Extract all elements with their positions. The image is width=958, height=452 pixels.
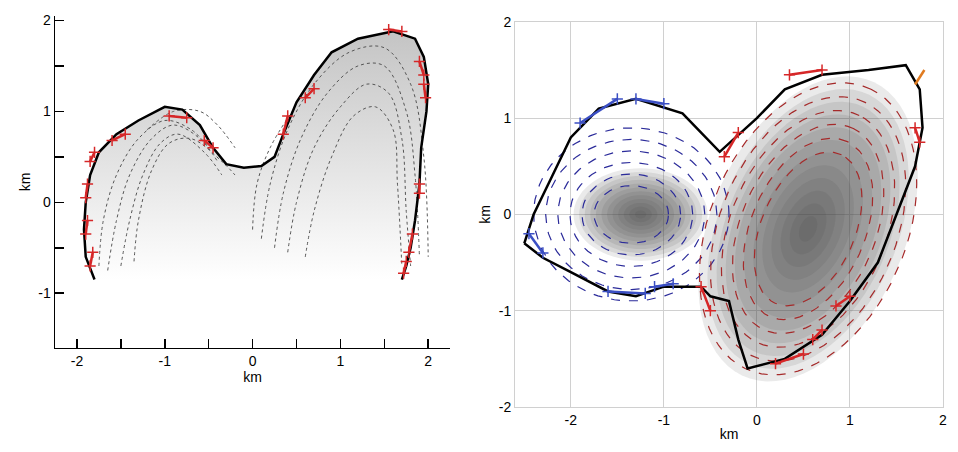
svg-text:km: km — [17, 173, 33, 192]
svg-text:-2: -2 — [565, 412, 578, 428]
svg-text:1: 1 — [503, 110, 511, 126]
svg-text:-1: -1 — [38, 285, 51, 301]
svg-text:km: km — [477, 205, 493, 224]
svg-text:-2: -2 — [499, 399, 512, 415]
svg-text:1: 1 — [846, 412, 854, 428]
svg-text:0: 0 — [249, 353, 257, 369]
svg-text:-2: -2 — [71, 353, 84, 369]
svg-text:-1: -1 — [658, 412, 671, 428]
svg-text:2: 2 — [503, 14, 511, 30]
svg-text:2: 2 — [939, 412, 947, 428]
svg-text:-1: -1 — [159, 353, 172, 369]
svg-text:-1: -1 — [499, 303, 512, 319]
svg-text:0: 0 — [753, 412, 761, 428]
svg-text:km: km — [243, 369, 262, 385]
svg-text:1: 1 — [43, 103, 51, 119]
svg-text:1: 1 — [336, 353, 344, 369]
svg-text:2: 2 — [43, 12, 51, 28]
svg-text:0: 0 — [503, 206, 511, 222]
svg-text:2: 2 — [424, 353, 432, 369]
svg-text:0: 0 — [43, 194, 51, 210]
svg-text:km: km — [720, 426, 739, 442]
